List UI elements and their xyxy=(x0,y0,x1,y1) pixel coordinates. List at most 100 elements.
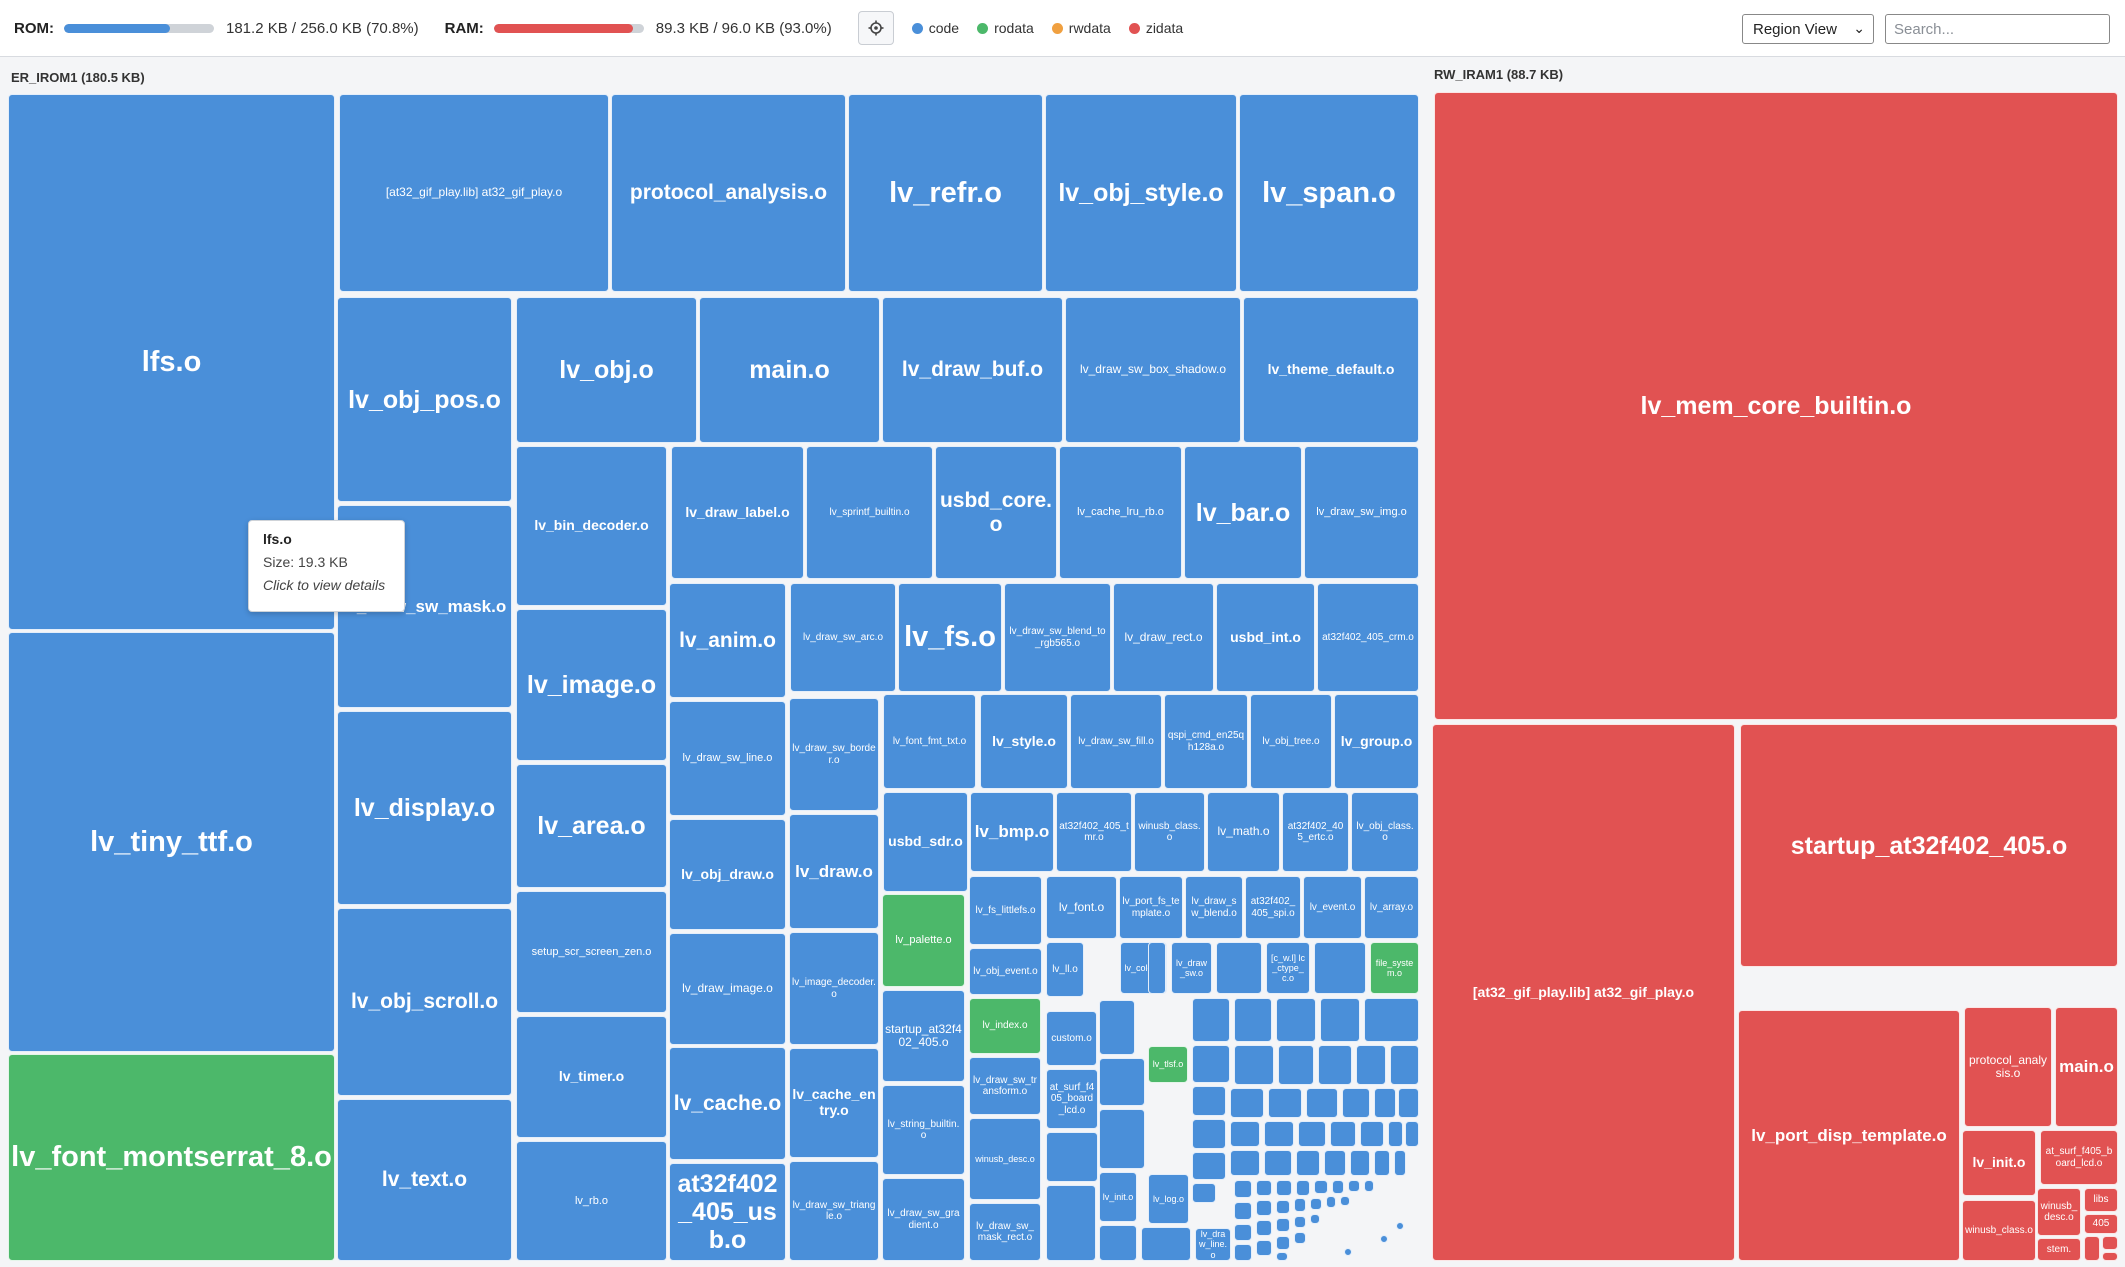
treemap-cell[interactable]: lv_obj_class.o xyxy=(1351,792,1419,872)
treemap-cell[interactable] xyxy=(1099,1225,1137,1261)
treemap-cell[interactable] xyxy=(1390,1045,1419,1085)
treemap-cell[interactable] xyxy=(1192,1119,1226,1149)
treemap-cell[interactable] xyxy=(1310,1214,1320,1224)
treemap-cell[interactable] xyxy=(1294,1232,1306,1244)
treemap-cell[interactable]: lv_init.o xyxy=(1099,1172,1137,1222)
treemap-cell[interactable]: lv_theme_default.o xyxy=(1243,297,1419,443)
treemap-cell[interactable]: stem. xyxy=(2037,1238,2081,1261)
treemap-cell[interactable] xyxy=(1310,1198,1322,1210)
treemap-cell[interactable]: custom.o xyxy=(1046,1011,1097,1066)
treemap-cell[interactable]: usbd_core.o xyxy=(935,446,1057,579)
treemap-cell[interactable] xyxy=(1264,1121,1294,1147)
treemap-cell[interactable]: lv_cache_entry.o xyxy=(789,1048,879,1158)
treemap-cell[interactable]: lv_display.o xyxy=(337,711,512,905)
treemap-cell[interactable]: lv_cache.o xyxy=(669,1047,786,1160)
treemap-cell[interactable]: lv_math.o xyxy=(1207,792,1280,872)
treemap-cell[interactable] xyxy=(1405,1121,1419,1147)
treemap-cell[interactable] xyxy=(1344,1248,1352,1256)
treemap-cell[interactable]: lv_draw_label.o xyxy=(671,446,804,579)
treemap-cell[interactable] xyxy=(1364,1180,1374,1192)
treemap-cell[interactable]: [at32_gif_play.lib] at32_gif_play.o xyxy=(339,94,609,292)
treemap-cell[interactable] xyxy=(1046,1132,1098,1182)
treemap-cell[interactable]: lv_draw_sw_img.o xyxy=(1304,446,1419,579)
treemap-cell[interactable] xyxy=(1192,1045,1230,1083)
treemap-cell[interactable]: winusb_desc.o xyxy=(969,1118,1041,1200)
treemap-cell[interactable]: at32f402_405_spi.o xyxy=(1245,876,1301,939)
treemap-cell[interactable] xyxy=(1230,1150,1260,1176)
treemap-cell[interactable] xyxy=(1192,998,1230,1042)
treemap-cell[interactable] xyxy=(1342,1088,1370,1118)
treemap-cell[interactable]: lv_draw_line.o xyxy=(1195,1228,1231,1261)
treemap-cell[interactable]: lv_rb.o xyxy=(516,1141,667,1261)
treemap-cell[interactable] xyxy=(1256,1180,1272,1196)
treemap-cell[interactable] xyxy=(1374,1150,1390,1176)
treemap-cell[interactable]: winusb_class.o xyxy=(1962,1200,2036,1261)
treemap-cell[interactable] xyxy=(1314,942,1366,994)
treemap-cell[interactable] xyxy=(1296,1150,1320,1176)
treemap-cell[interactable] xyxy=(1276,1236,1290,1250)
treemap-cell[interactable]: lv_draw_sw_blend_to_rgb565.o xyxy=(1004,583,1111,692)
treemap-cell[interactable]: lv_draw_image.o xyxy=(669,933,786,1045)
treemap-cell[interactable]: lv_draw_sw.o xyxy=(1171,942,1212,994)
treemap-cell[interactable]: main.o xyxy=(699,297,880,443)
treemap-cell[interactable]: lv_obj_pos.o xyxy=(337,297,512,502)
treemap-cell[interactable] xyxy=(1324,1150,1346,1176)
treemap-cell[interactable] xyxy=(1294,1216,1306,1228)
treemap-cell[interactable]: at32f402_405_tmr.o xyxy=(1056,792,1132,872)
treemap-cell[interactable] xyxy=(1276,1200,1290,1214)
treemap-cell[interactable]: lv_bar.o xyxy=(1184,446,1302,579)
treemap-cell[interactable] xyxy=(1268,1088,1302,1118)
treemap-cell[interactable] xyxy=(1396,1222,1404,1230)
treemap-cell[interactable] xyxy=(1350,1150,1370,1176)
treemap-cell[interactable]: at32f402_405_ertc.o xyxy=(1282,792,1349,872)
treemap-cell[interactable]: lv_font.o xyxy=(1046,876,1117,939)
treemap-cell[interactable]: lv_text.o xyxy=(337,1099,512,1261)
treemap-cell[interactable]: lv_cache_lru_rb.o xyxy=(1059,446,1182,579)
treemap-cell[interactable] xyxy=(1099,1109,1145,1169)
treemap-cell[interactable] xyxy=(1192,1086,1226,1116)
treemap-cell[interactable]: 405 xyxy=(2084,1214,2118,1234)
treemap-cell[interactable]: lv_image.o xyxy=(516,609,667,761)
treemap-cell[interactable] xyxy=(1298,1121,1326,1147)
treemap-cell[interactable]: lv_port_disp_template.o xyxy=(1738,1010,1960,1261)
treemap-cell[interactable]: lv_draw_sw_line.o xyxy=(669,701,786,816)
treemap-cell[interactable]: lv_event.o xyxy=(1303,876,1362,939)
treemap-cell[interactable]: lv_obj.o xyxy=(516,297,697,443)
treemap-cell[interactable]: lv_palette.o xyxy=(882,894,965,987)
treemap-cell[interactable]: winusb_class.o xyxy=(1134,792,1205,872)
treemap-cell[interactable]: lv_draw_sw_fill.o xyxy=(1070,694,1162,789)
view-mode-select[interactable]: Region View ⌄ xyxy=(1742,14,1874,44)
treemap-cell[interactable] xyxy=(1326,1196,1336,1208)
treemap-cell[interactable]: protocol_analysis.o xyxy=(611,94,846,292)
treemap-cell[interactable] xyxy=(1230,1121,1260,1147)
treemap-cell[interactable]: startup_at32f402_405.o xyxy=(1740,724,2118,967)
treemap-cell[interactable] xyxy=(1278,1045,1314,1085)
treemap-cell[interactable] xyxy=(1230,1088,1264,1118)
treemap-cell[interactable] xyxy=(1234,1224,1252,1241)
treemap-cell[interactable]: lv_draw_sw_blend.o xyxy=(1185,876,1243,939)
treemap-cell[interactable] xyxy=(1192,1152,1226,1180)
treemap-cell[interactable] xyxy=(1216,942,1262,994)
treemap-cell[interactable] xyxy=(1388,1121,1403,1147)
treemap-cell[interactable]: file_system.o xyxy=(1370,942,1419,994)
treemap-cell[interactable] xyxy=(1276,998,1316,1042)
treemap-cell[interactable]: lv_init.o xyxy=(1962,1130,2036,1196)
treemap-cell[interactable] xyxy=(1234,998,1272,1042)
treemap-cell[interactable] xyxy=(1380,1235,1388,1243)
treemap-cell[interactable]: main.o xyxy=(2055,1007,2118,1127)
treemap-cell[interactable]: lv_anim.o xyxy=(669,583,786,698)
treemap-cell[interactable]: lv_obj_style.o xyxy=(1045,94,1237,292)
treemap-cell[interactable]: lv_array.o xyxy=(1364,876,1419,939)
treemap-cell[interactable]: at32f402_405_usb.o xyxy=(669,1163,786,1261)
treemap-cell[interactable]: protocol_analysis.o xyxy=(1964,1007,2052,1127)
treemap-cell[interactable] xyxy=(1046,1185,1096,1261)
treemap-cell[interactable]: lv_font_fmt_txt.o xyxy=(883,694,976,789)
treemap-cell[interactable] xyxy=(1234,1045,1274,1085)
treemap-cell[interactable]: libs xyxy=(2084,1188,2118,1212)
treemap-cell[interactable] xyxy=(1234,1244,1252,1261)
treemap-cell[interactable]: lv_tlsf.o xyxy=(1148,1046,1188,1083)
treemap-cell[interactable]: lv_timer.o xyxy=(516,1016,667,1138)
treemap-cell[interactable]: startup_at32f402_405.o xyxy=(882,990,965,1082)
treemap-cell[interactable]: at_surf_f405_board_lcd.o xyxy=(2040,1130,2118,1185)
treemap-cell[interactable]: lv_image_decoder.o xyxy=(789,932,879,1045)
